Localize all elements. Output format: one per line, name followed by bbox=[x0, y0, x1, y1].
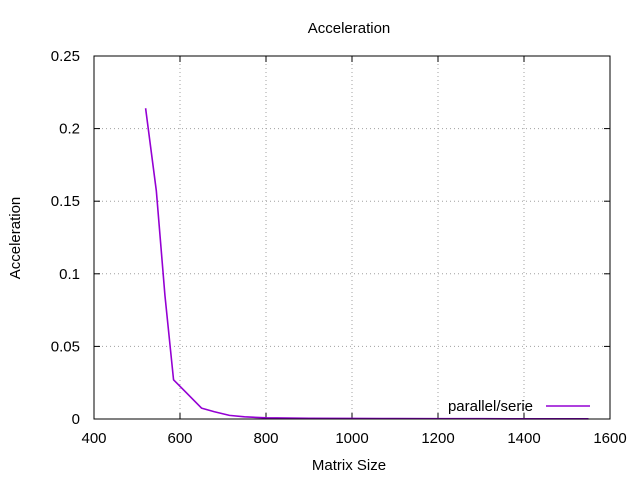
y-tick-label: 0.05 bbox=[51, 338, 80, 355]
x-tick-label: 600 bbox=[167, 430, 192, 447]
axes-layer: 400 600 800 1000 1200 1400 1600 0 0.05 0.1 0.15 0.2… bbox=[51, 48, 627, 447]
y-tick-label: 0.1 bbox=[59, 266, 80, 283]
y-tick-label: 0.25 bbox=[51, 48, 80, 65]
x-tick-label: 1400 bbox=[507, 430, 540, 447]
x-axis-label: Matrix Size bbox=[312, 457, 386, 474]
chart-title: Acceleration bbox=[308, 20, 391, 37]
y-axis-label: Acceleration bbox=[7, 197, 24, 280]
x-tick-label: 1600 bbox=[593, 430, 626, 447]
legend: parallel/serie bbox=[448, 398, 590, 415]
y-tick-label: 0.2 bbox=[59, 121, 80, 138]
plot-frame bbox=[93, 55, 611, 420]
x-tick-label: 800 bbox=[253, 430, 278, 447]
x-tick-label: 1200 bbox=[421, 430, 454, 447]
grid-layer bbox=[94, 56, 610, 419]
y-tick-label: 0.15 bbox=[51, 193, 80, 210]
x-tick-label: 400 bbox=[81, 430, 106, 447]
y-tick-label: 0 bbox=[72, 411, 80, 428]
x-tick-label: 1000 bbox=[335, 430, 368, 447]
legend-label: parallel/serie bbox=[448, 398, 533, 415]
